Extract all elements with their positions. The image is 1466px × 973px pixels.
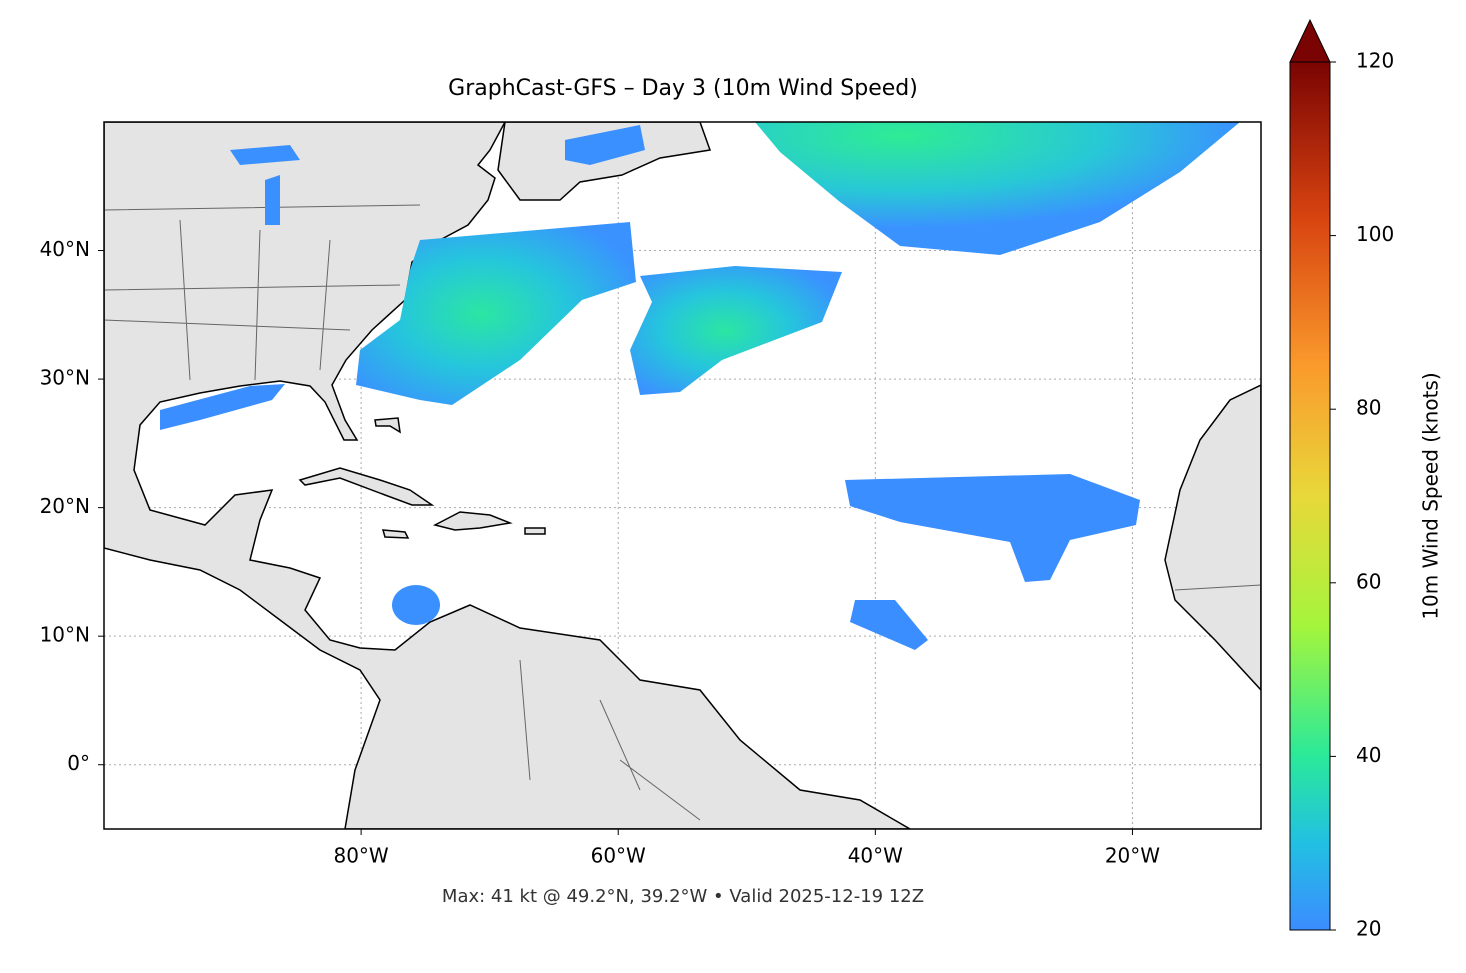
x-tick-label: 60°W xyxy=(591,844,646,868)
colorbar-tick-label: 120 xyxy=(1356,49,1394,73)
land xyxy=(432,511,513,531)
land xyxy=(1164,384,1261,692)
land xyxy=(524,527,546,535)
colorbar-tick-label: 40 xyxy=(1356,743,1381,767)
axes: 80°W 60°W 40°W 20°W 0° 10°N 20°N 30°N 40°N 20 40 60… xyxy=(40,49,1395,941)
y-tick-label: 0° xyxy=(67,751,90,775)
map-area xyxy=(104,122,1261,829)
wind-area xyxy=(356,222,636,405)
x-tick-label: 20°W xyxy=(1105,844,1160,868)
wind-area xyxy=(565,125,645,165)
wind-area xyxy=(392,585,440,625)
colorbar xyxy=(1289,61,1331,931)
land xyxy=(104,122,912,829)
colorbar-label: 10m Wind Speed (knots) xyxy=(1419,372,1443,619)
colorbar-tick-label: 20 xyxy=(1356,917,1381,941)
wind-area xyxy=(230,145,300,225)
footer: Max: 41 kt @ 49.2°N, 39.2°W • Valid 2025… xyxy=(442,886,924,907)
colorbar-tick-label: 100 xyxy=(1356,222,1394,246)
y-tick-label: 40°N xyxy=(40,237,90,261)
y-tick-label: 30°N xyxy=(40,366,90,390)
wind-area xyxy=(160,384,285,430)
title: GraphCast-GFS – Day 3 (10m Wind Speed) xyxy=(448,76,918,101)
land xyxy=(374,417,401,434)
wind-area xyxy=(755,122,1240,255)
y-tick-label: 10°N xyxy=(40,623,90,647)
colorbar-extend xyxy=(1289,18,1331,63)
wind-area xyxy=(845,474,1140,582)
wind-area xyxy=(850,600,928,650)
colorbar-tick-label: 80 xyxy=(1356,396,1381,420)
wind-area xyxy=(630,266,842,395)
x-tick-label: 40°W xyxy=(848,844,903,868)
x-tick-label: 80°W xyxy=(333,844,388,868)
colorbar-tick-label: 60 xyxy=(1356,569,1381,593)
land xyxy=(298,467,435,506)
y-tick-label: 20°N xyxy=(40,494,90,518)
land xyxy=(381,529,410,539)
map-frame xyxy=(103,121,1262,830)
border xyxy=(104,204,1261,821)
